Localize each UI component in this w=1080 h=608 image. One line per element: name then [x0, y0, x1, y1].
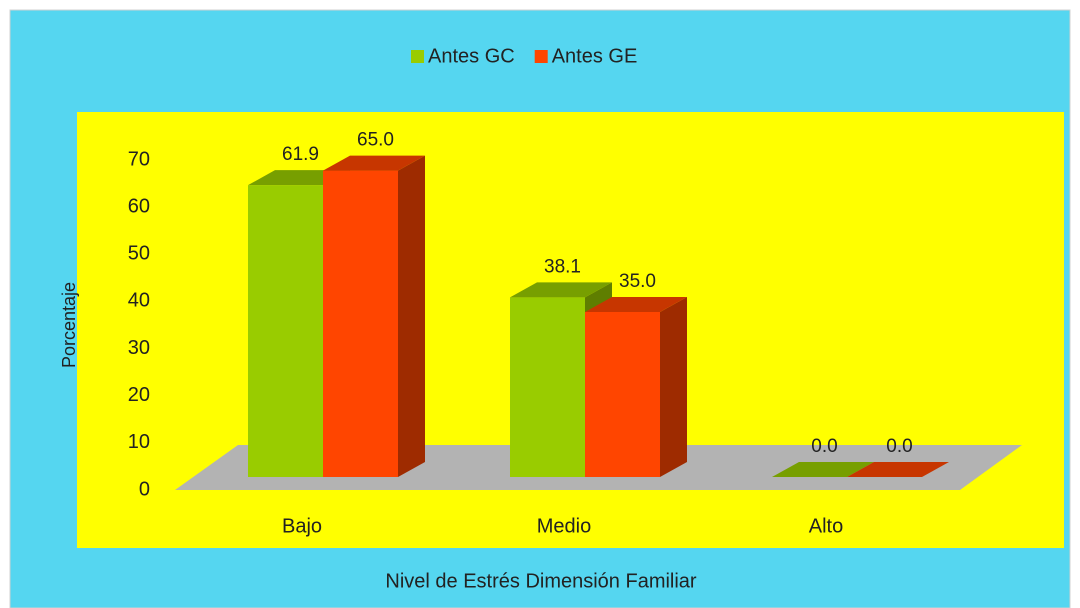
y-tick-label: 10: [128, 431, 150, 453]
data-label: 0.0: [886, 436, 912, 457]
bar-front: [248, 185, 323, 477]
y-tick-label: 0: [139, 478, 150, 500]
data-label: 0.0: [811, 436, 837, 457]
data-label: 61.9: [282, 144, 319, 165]
bar-front: [585, 312, 660, 477]
bar-top: [585, 297, 687, 312]
bar: [323, 155, 425, 478]
bar-top: [772, 462, 874, 477]
data-label: 35.0: [619, 271, 656, 292]
bar-side: [660, 297, 687, 477]
x-tick-label: Alto: [809, 515, 843, 537]
bar: [772, 462, 874, 477]
y-tick-label: 50: [128, 243, 150, 265]
bar-top: [323, 155, 425, 171]
x-tick-label: Bajo: [282, 515, 322, 537]
data-label: 38.1: [544, 256, 581, 277]
y-tick-label: 60: [128, 195, 150, 217]
bar-front: [510, 297, 585, 477]
y-axis-title: Porcentaje: [59, 282, 79, 368]
bar-top: [847, 462, 949, 477]
legend-swatch: [411, 50, 424, 63]
bar: [847, 462, 949, 477]
legend-label: Antes GC: [428, 45, 515, 67]
legend-swatch: [534, 50, 548, 63]
bar-side: [398, 155, 425, 478]
y-tick-label: 30: [128, 337, 150, 359]
bar: [585, 297, 687, 477]
y-tick-label: 40: [128, 290, 150, 312]
data-label: 65.0: [357, 130, 394, 151]
legend-label: Antes GE: [552, 45, 638, 67]
y-tick-label: 70: [128, 148, 150, 170]
bar-front: [323, 170, 398, 478]
bar-top: [510, 282, 612, 298]
y-tick-label: 20: [128, 384, 150, 406]
x-tick-label: Medio: [537, 515, 591, 537]
x-axis-title: Nivel de Estrés Dimensión Familiar: [385, 570, 697, 592]
